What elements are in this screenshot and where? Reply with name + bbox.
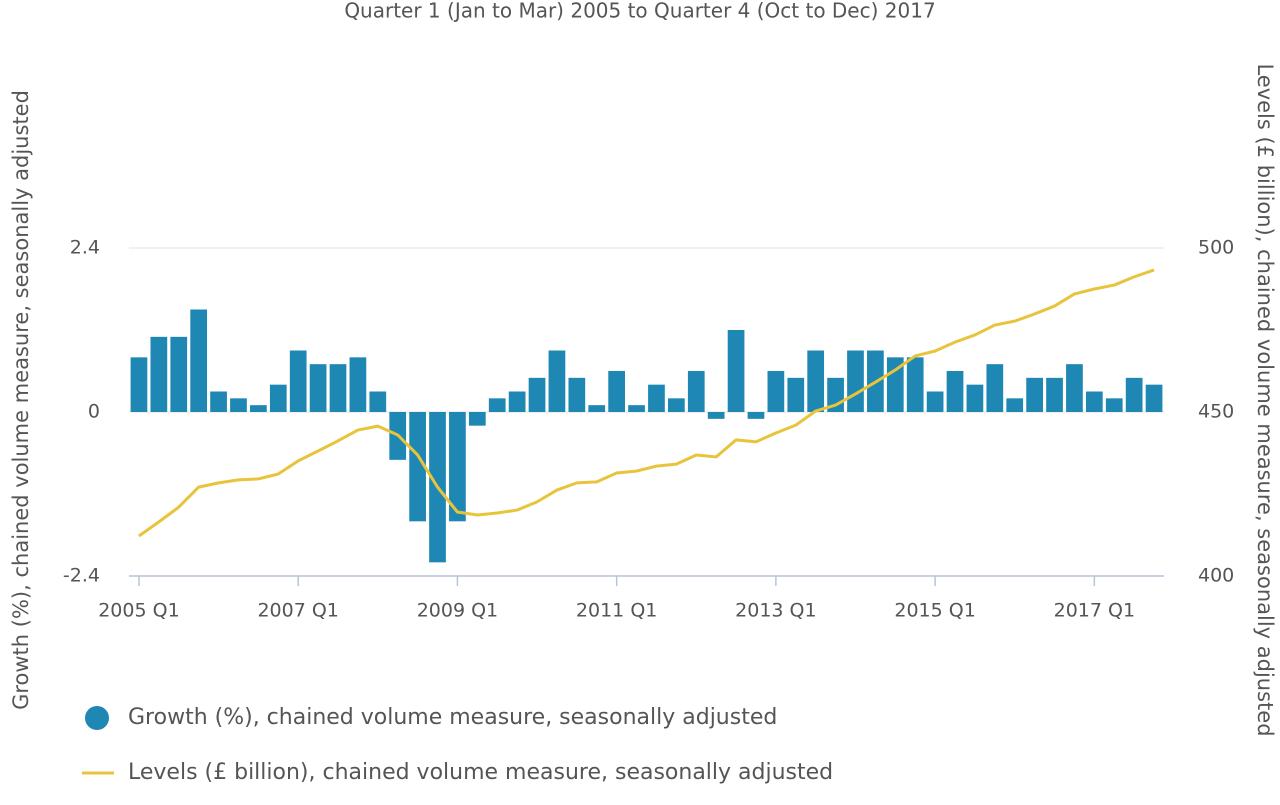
chart-title: Quarter 1 (Jan to Mar) 2005 to Quarter 4… [344, 0, 935, 23]
bar [210, 391, 227, 412]
bar [1046, 377, 1063, 412]
bar [608, 371, 626, 412]
y2-tick-label: 500 [1198, 237, 1234, 259]
bar [508, 391, 526, 412]
bar [707, 412, 725, 419]
x-tick-label: 2007 Q1 [257, 600, 338, 622]
bar [349, 357, 367, 412]
bar [548, 350, 566, 412]
bar [449, 412, 466, 522]
bar [628, 405, 645, 412]
bar [1145, 384, 1163, 412]
bar [150, 336, 168, 412]
y-axis-label: Growth (%), chained volume measure, seas… [9, 90, 33, 710]
bar [369, 391, 387, 412]
bar [1125, 377, 1143, 412]
x-tick-label: 2011 Q1 [576, 600, 657, 622]
legend-label: Levels (£ billion), chained volume measu… [128, 760, 833, 785]
line [138, 268, 1155, 538]
bar [568, 377, 586, 412]
y2-tick-label: 400 [1198, 565, 1234, 587]
y-tick-label: 0 [88, 401, 100, 423]
bar [667, 398, 685, 412]
bar [1066, 364, 1083, 412]
x-tick-label: 2013 Q1 [735, 600, 816, 622]
bar [588, 405, 606, 412]
bar [190, 309, 208, 412]
bar [1105, 398, 1123, 412]
bar [946, 371, 964, 412]
bar [130, 357, 148, 412]
bar [648, 384, 665, 412]
bar [170, 336, 188, 412]
bar [727, 330, 745, 412]
bar [1026, 377, 1043, 412]
bar [767, 371, 785, 412]
x-tick-label: 2005 Q1 [98, 600, 179, 622]
bar [747, 412, 765, 419]
bar [528, 377, 546, 412]
bar [230, 398, 247, 412]
bar [488, 398, 506, 412]
y-tick-label: -2.4 [63, 565, 100, 587]
bar [847, 350, 864, 412]
x-tick-label: 2009 Q1 [417, 600, 498, 622]
bar [1006, 398, 1024, 412]
bar [807, 350, 825, 412]
bar [926, 391, 944, 412]
legend-label: Growth (%), chained volume measure, seas… [128, 705, 777, 730]
bar [309, 364, 327, 412]
bar [329, 364, 347, 412]
x-tick-label: 2017 Q1 [1054, 600, 1135, 622]
y-tick-label: 2.4 [70, 237, 100, 259]
bar [966, 384, 984, 412]
bar [289, 350, 307, 412]
bar [906, 357, 924, 412]
bar [250, 405, 267, 412]
bar [269, 384, 287, 412]
bar [468, 412, 486, 426]
bar [687, 371, 705, 412]
legend-marker [85, 706, 109, 730]
bar [986, 364, 1004, 412]
bar [787, 377, 805, 412]
bar [409, 412, 426, 522]
bar [1085, 391, 1103, 412]
x-tick-label: 2015 Q1 [894, 600, 975, 622]
y2-axis-label: Levels (£ billion), chained volume measu… [1253, 63, 1277, 736]
y2-tick-label: 450 [1198, 401, 1234, 423]
